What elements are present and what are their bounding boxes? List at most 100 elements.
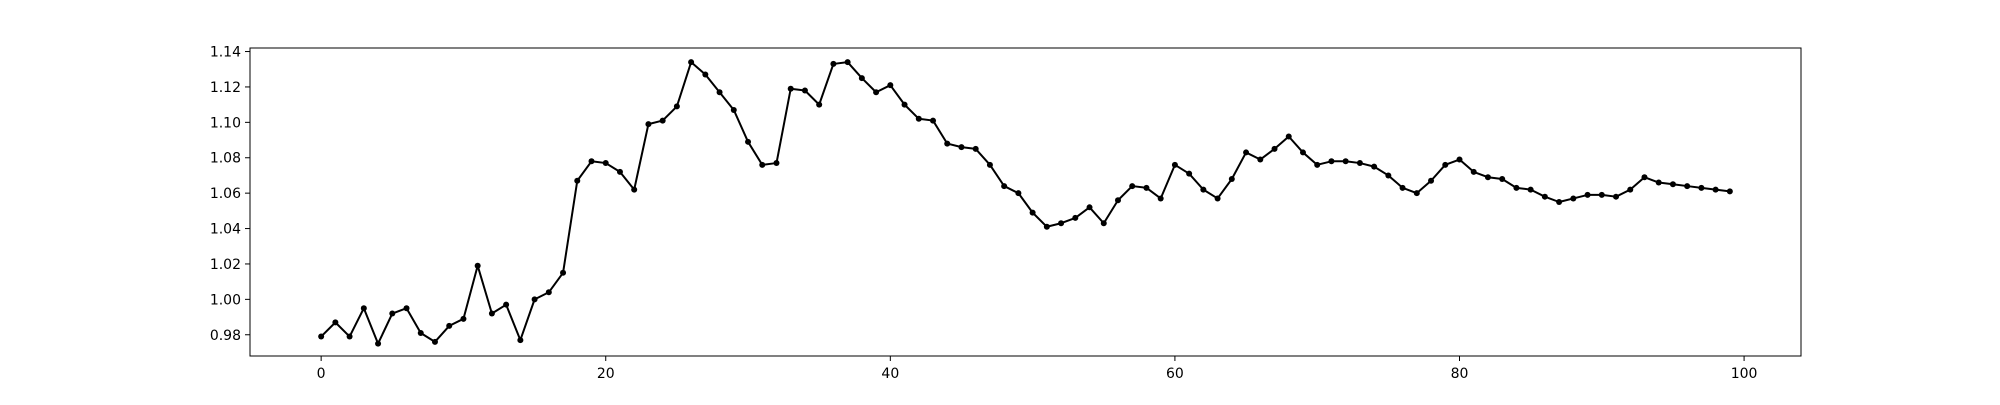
x-tick-label: 100 (1731, 366, 1758, 382)
data-point (1442, 161, 1449, 168)
data-point (346, 333, 353, 340)
data-point (1669, 181, 1676, 188)
data-point (1072, 214, 1079, 221)
data-point (1328, 158, 1335, 165)
data-point (403, 305, 410, 312)
data-point (1698, 184, 1705, 191)
data-point (1627, 186, 1634, 193)
data-point (1399, 184, 1406, 191)
data-point (1456, 156, 1463, 163)
x-tick-label: 80 (1451, 366, 1469, 382)
data-point (1015, 190, 1022, 197)
data-point (801, 87, 808, 94)
y-tick-label: 0.98 (210, 328, 241, 344)
data-point (1186, 170, 1193, 177)
data-point (1001, 183, 1008, 190)
data-point (1285, 133, 1292, 140)
data-point (1257, 156, 1264, 163)
data-point (1726, 188, 1733, 195)
data-point (1556, 199, 1563, 205)
data-point (1641, 174, 1648, 181)
data-point (858, 75, 865, 82)
data-point (844, 59, 851, 66)
data-point (1371, 163, 1378, 170)
data-point (360, 305, 367, 312)
data-point (816, 101, 823, 108)
data-point (1029, 209, 1036, 216)
data-point (688, 59, 695, 66)
data-point (1613, 193, 1620, 200)
data-point (1342, 158, 1349, 165)
data-point (1570, 195, 1577, 202)
data-point (588, 158, 595, 165)
series-line (320, 61, 1730, 345)
x-tick-label: 40 (881, 366, 899, 382)
y-axis: 0.98 1.00 1.02 1.04 1.06 1.08 1.10 1.12 1.14 (210, 45, 250, 344)
series-layer (320, 61, 1730, 345)
data-point (1712, 186, 1719, 193)
data-point (1200, 186, 1207, 193)
data-point (1228, 175, 1235, 182)
data-point (1513, 184, 1520, 191)
data-point (431, 338, 438, 345)
plot-frame (249, 47, 1802, 357)
data-point (560, 269, 567, 276)
y-tick-label: 1.08 (210, 151, 241, 167)
data-point (958, 144, 965, 151)
data-point (1271, 145, 1278, 152)
data-point (1143, 184, 1150, 191)
data-point (1655, 179, 1662, 186)
data-point (1499, 175, 1506, 182)
data-point (1214, 195, 1221, 202)
data-point (1043, 223, 1050, 230)
data-point (773, 160, 780, 167)
data-point (517, 337, 524, 344)
data-point (1086, 204, 1093, 211)
data-point (574, 177, 581, 184)
x-tick-label: 0 (317, 366, 326, 382)
data-point (1314, 161, 1321, 168)
data-point (1100, 220, 1107, 227)
data-point (673, 103, 680, 110)
data-point (602, 160, 609, 167)
data-point (631, 186, 638, 193)
data-point (616, 168, 623, 175)
data-point (759, 161, 766, 168)
data-point (474, 262, 481, 269)
y-tick-label: 1.00 (210, 292, 241, 308)
data-point (1484, 174, 1491, 181)
data-point (545, 289, 552, 296)
data-point (1428, 177, 1435, 184)
data-point (1243, 149, 1250, 156)
data-point (930, 117, 937, 124)
data-point (1299, 149, 1306, 156)
y-tick-label: 1.14 (210, 45, 241, 61)
data-point (1171, 161, 1178, 168)
data-point (332, 319, 339, 326)
data-point (901, 101, 908, 108)
data-point (531, 296, 538, 303)
x-tick-label: 20 (597, 366, 615, 382)
data-point (944, 140, 951, 147)
data-point (1058, 220, 1065, 227)
data-point (1157, 195, 1164, 202)
data-point (1541, 193, 1548, 200)
data-point (702, 71, 709, 78)
y-tick-label: 1.10 (210, 115, 241, 131)
data-point (417, 329, 424, 336)
data-point (488, 310, 495, 317)
data-point (1114, 197, 1121, 204)
data-point (787, 85, 794, 92)
data-point (887, 82, 894, 89)
data-point (460, 315, 467, 322)
data-point (873, 89, 880, 96)
data-point (446, 322, 453, 329)
y-tick-label: 1.12 (210, 80, 241, 96)
data-point (730, 106, 737, 113)
data-point (389, 310, 396, 317)
data-points (318, 59, 1733, 347)
data-point (745, 138, 752, 145)
data-point (318, 333, 325, 340)
